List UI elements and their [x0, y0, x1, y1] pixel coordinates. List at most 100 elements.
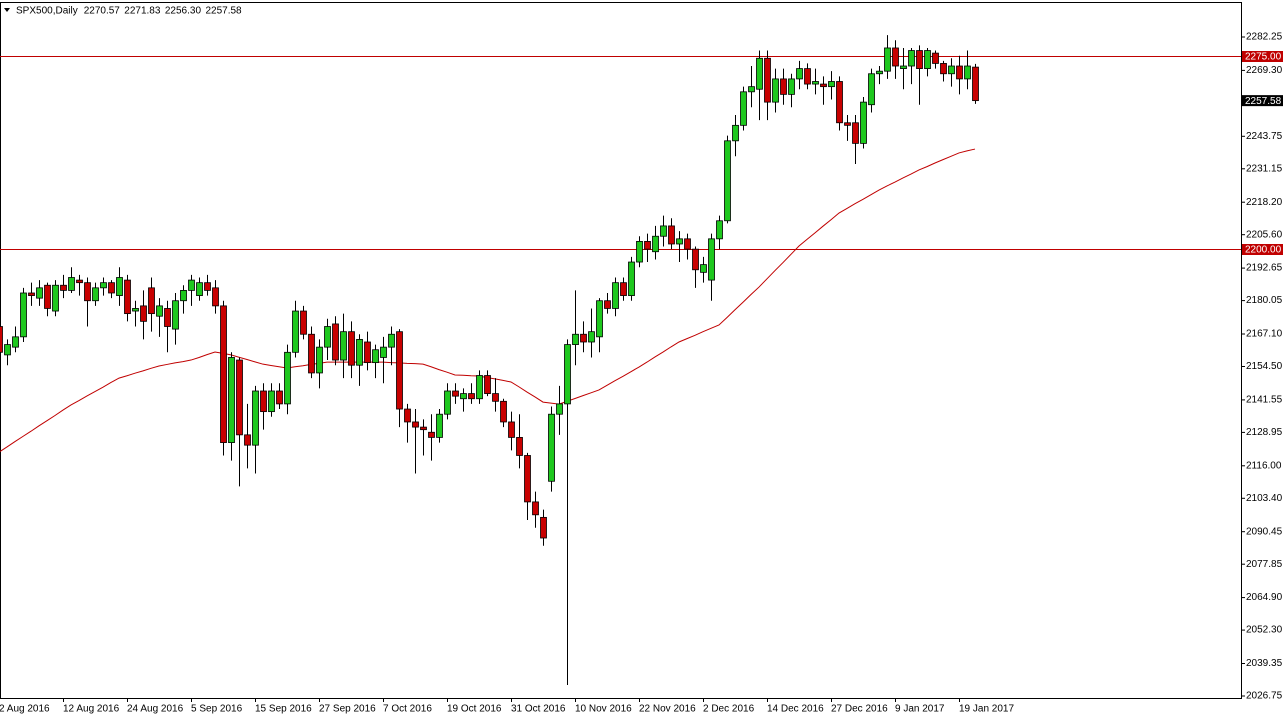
candle-body [396, 331, 403, 410]
candle-body [420, 426, 427, 431]
candle-body [100, 282, 107, 289]
y-tick-label: 2218.20 [1246, 197, 1283, 208]
x-tick-label: 14 Dec 2016 [767, 704, 824, 715]
candle-body [644, 241, 651, 250]
level-label-box [1242, 51, 1283, 62]
candle-body [228, 357, 235, 443]
candle-body [12, 336, 19, 348]
candle-body [756, 57, 763, 90]
x-tick-label: 2 Dec 2016 [703, 704, 755, 715]
candle-body [356, 339, 363, 366]
price-label-box [1242, 95, 1283, 107]
candle-body [812, 81, 819, 85]
candle-body [676, 238, 683, 245]
level-label: 2200.00 [1245, 245, 1282, 256]
candle-body [932, 52, 939, 64]
candle-body [68, 277, 75, 291]
candle-body [428, 431, 435, 438]
candle-body [20, 292, 27, 338]
candle-body [188, 279, 195, 291]
candle-body [660, 225, 667, 237]
y-tick-label: 2141.55 [1246, 395, 1283, 406]
candle-body [652, 235, 659, 253]
candle-body [508, 421, 515, 438]
x-tick-label: 10 Nov 2016 [575, 704, 632, 715]
y-tick-label: 2116.00 [1246, 460, 1282, 471]
candle-body [948, 65, 955, 75]
candle-body [884, 47, 891, 72]
candle-body [132, 308, 139, 312]
candle-body [180, 290, 187, 302]
candle-body [492, 393, 499, 402]
y-tick-label: 2231.15 [1246, 163, 1283, 174]
ohlc-label: 2270.57 [84, 6, 121, 17]
candle-body [316, 346, 323, 374]
candle-body [76, 279, 83, 284]
candle-body [604, 300, 611, 309]
candle-body [236, 359, 243, 436]
candle-body [612, 282, 619, 309]
candle-body [716, 220, 723, 240]
y-tick-label: 2103.40 [1246, 493, 1283, 504]
candle-body [292, 310, 299, 353]
candle-body [700, 264, 707, 273]
candle-body [108, 282, 115, 294]
candle-body [556, 403, 563, 415]
candle-body [628, 261, 635, 296]
candle-body [300, 310, 307, 335]
plot-frame [0, 2, 1242, 699]
level-label: 2275.00 [1245, 52, 1282, 63]
x-tick-label: 15 Sep 2016 [255, 704, 312, 715]
candle-body [4, 344, 11, 356]
menu-triangle [4, 8, 10, 12]
candle-body [484, 375, 491, 394]
candle-body [388, 333, 395, 348]
candle-body [452, 390, 459, 397]
x-tick-label: 5 Sep 2016 [191, 704, 243, 715]
y-tick-label: 2192.65 [1246, 263, 1283, 274]
candle-body [500, 400, 507, 423]
y-tick-label: 2205.60 [1246, 229, 1283, 240]
candle-body [124, 279, 131, 315]
candle-body [60, 284, 67, 291]
candle-body [252, 390, 259, 446]
candle-body [908, 50, 915, 67]
candle-body [172, 300, 179, 330]
y-tick-label: 2243.75 [1246, 131, 1283, 142]
x-tick-label: 7 Oct 2016 [383, 704, 432, 715]
y-tick-label: 2180.05 [1246, 295, 1283, 306]
candle-body [148, 287, 155, 315]
candle-body [724, 140, 731, 222]
x-tick-label: 2 Aug 2016 [0, 704, 50, 715]
candle-body [372, 349, 379, 364]
candle-body [412, 421, 419, 428]
candle-body [220, 305, 227, 443]
x-tick-label: 22 Nov 2016 [639, 704, 696, 715]
candle-body [620, 282, 627, 296]
candle-body [540, 516, 547, 539]
candle-body [668, 225, 675, 245]
x-tick-label: 19 Jan 2017 [959, 704, 1014, 715]
candle-body [380, 346, 387, 358]
candle-body [140, 305, 147, 322]
y-tick-label: 2128.95 [1246, 427, 1283, 438]
candle-body [828, 81, 835, 88]
y-tick-label: 2282.25 [1246, 32, 1283, 43]
candle-body [732, 124, 739, 142]
y-tick-label: 2154.50 [1246, 361, 1283, 372]
candle-body [868, 73, 875, 106]
candle-body [972, 66, 979, 102]
y-tick-label: 2077.85 [1246, 559, 1283, 570]
candle-body [596, 300, 603, 338]
candle-body [588, 331, 595, 343]
candle-body [964, 65, 971, 80]
candle-body [324, 326, 331, 348]
candle-body [892, 47, 899, 67]
candle-body [444, 390, 451, 415]
candle-body [916, 50, 923, 69]
x-tick-label: 31 Oct 2016 [511, 704, 566, 715]
x-tick-label: 24 Aug 2016 [127, 704, 184, 715]
x-tick-label: 9 Jan 2017 [895, 704, 945, 715]
candle-body [876, 70, 883, 75]
